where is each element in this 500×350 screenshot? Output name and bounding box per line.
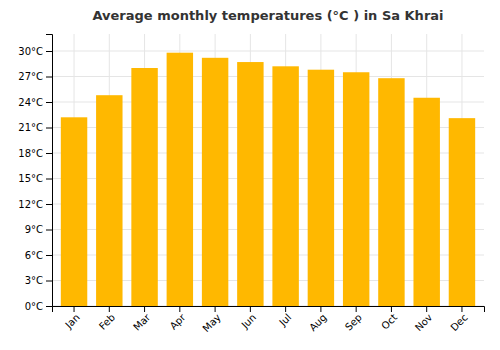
tick-label: 27°C xyxy=(18,71,43,82)
bar xyxy=(272,66,298,306)
bar xyxy=(308,70,334,306)
tick-label: May xyxy=(200,312,222,334)
axis-line xyxy=(53,307,485,313)
tick: Aug xyxy=(307,306,329,333)
tick-mark xyxy=(46,153,52,154)
tick-mark xyxy=(46,77,52,78)
tick: May xyxy=(200,306,222,334)
y-axis: 0°C 3°C 6°C 9°C 12°C 15°C 18°C 21°C 24°C 27°C 30°C xyxy=(18,35,52,312)
bar xyxy=(449,118,475,306)
tick-label: 9°C xyxy=(25,224,43,235)
tick-mark xyxy=(46,306,52,307)
tick-label: 15°C xyxy=(18,173,43,184)
grid xyxy=(52,34,484,306)
tick: 30°C xyxy=(18,46,52,57)
tick-label: Jan xyxy=(62,312,81,331)
tick-label: Sep xyxy=(343,312,364,333)
tick: Oct xyxy=(379,306,399,332)
x-axis: Jan Feb Mar Apr May Jun Jul Aug Sep Oct Nov Dec xyxy=(53,306,485,334)
tick-mark xyxy=(46,255,52,256)
tick: Jul xyxy=(276,306,293,329)
tick: Feb xyxy=(97,306,117,332)
title: Average monthly temperatures (°C ) in Sa… xyxy=(92,8,443,23)
tick-mark xyxy=(46,281,52,282)
tick: 27°C xyxy=(18,71,52,82)
tick-label: Jun xyxy=(239,312,259,332)
tick-mark xyxy=(74,306,75,312)
tick: 3°C xyxy=(25,275,52,286)
tick: Mar xyxy=(131,306,153,333)
bar xyxy=(343,72,369,306)
plot-area: Jan Feb Mar Apr May Jun Jul Aug Sep Oct Nov Dec 0°C 3… xyxy=(18,34,484,334)
tick: 15°C xyxy=(18,173,52,184)
tick-label: 24°C xyxy=(18,97,43,108)
tick-label: 30°C xyxy=(18,46,43,57)
bar xyxy=(131,68,157,306)
bar xyxy=(202,58,228,306)
tick-label: Nov xyxy=(413,312,435,334)
tick-mark xyxy=(46,102,52,103)
tick: Nov xyxy=(413,306,435,333)
tick-label: 6°C xyxy=(25,250,43,261)
tick-label: Oct xyxy=(379,312,399,332)
tick-mark xyxy=(391,306,392,312)
bar xyxy=(378,78,404,306)
tick-label: Apr xyxy=(168,311,189,332)
tick-label: 3°C xyxy=(25,275,43,286)
tick: Jan xyxy=(62,306,81,331)
tick-mark xyxy=(144,306,145,312)
axis-line xyxy=(46,35,53,307)
bars xyxy=(61,53,475,306)
tick-label: 21°C xyxy=(18,122,43,133)
bar xyxy=(413,98,439,306)
tick-mark xyxy=(320,306,321,312)
tick-mark xyxy=(46,179,52,180)
tick-label: Aug xyxy=(307,312,329,334)
tick-label: Feb xyxy=(97,312,117,332)
tick: 21°C xyxy=(18,122,52,133)
tick-label: Dec xyxy=(448,312,469,333)
tick: 6°C xyxy=(25,250,52,261)
tick-mark xyxy=(179,306,180,312)
tick-mark xyxy=(46,128,52,129)
tick-label: Jul xyxy=(276,312,293,329)
tick-mark xyxy=(46,51,52,52)
tick-mark xyxy=(109,306,110,312)
tick: Sep xyxy=(343,306,364,333)
tick-mark xyxy=(285,306,286,312)
tick-mark xyxy=(250,306,251,312)
tick-mark xyxy=(461,306,462,312)
bar xyxy=(167,53,193,306)
tick-label: 0°C xyxy=(25,301,43,312)
tick-label: 12°C xyxy=(18,199,43,210)
tick-mark xyxy=(426,306,427,312)
tick: 12°C xyxy=(18,199,52,210)
grid-line xyxy=(52,76,484,77)
tick: 9°C xyxy=(25,224,52,235)
tick: 18°C xyxy=(18,148,52,159)
tick-label: Mar xyxy=(131,311,153,333)
tick-mark xyxy=(46,204,52,205)
tick-mark xyxy=(356,306,357,312)
bar xyxy=(61,117,87,306)
tick-mark xyxy=(46,230,52,231)
tick-mark xyxy=(215,306,216,312)
bar xyxy=(237,62,263,306)
tick: Dec xyxy=(448,306,469,333)
chart: Jan Feb Mar Apr May Jun Jul Aug Sep Oct Nov Dec 0°C 3… xyxy=(0,0,500,350)
tick: 24°C xyxy=(18,97,52,108)
bar xyxy=(96,95,122,306)
tick-label: 18°C xyxy=(18,148,43,159)
tick: Jun xyxy=(239,306,259,331)
grid-line xyxy=(52,51,484,52)
tick: 0°C xyxy=(25,301,52,312)
tick: Apr xyxy=(168,306,189,332)
